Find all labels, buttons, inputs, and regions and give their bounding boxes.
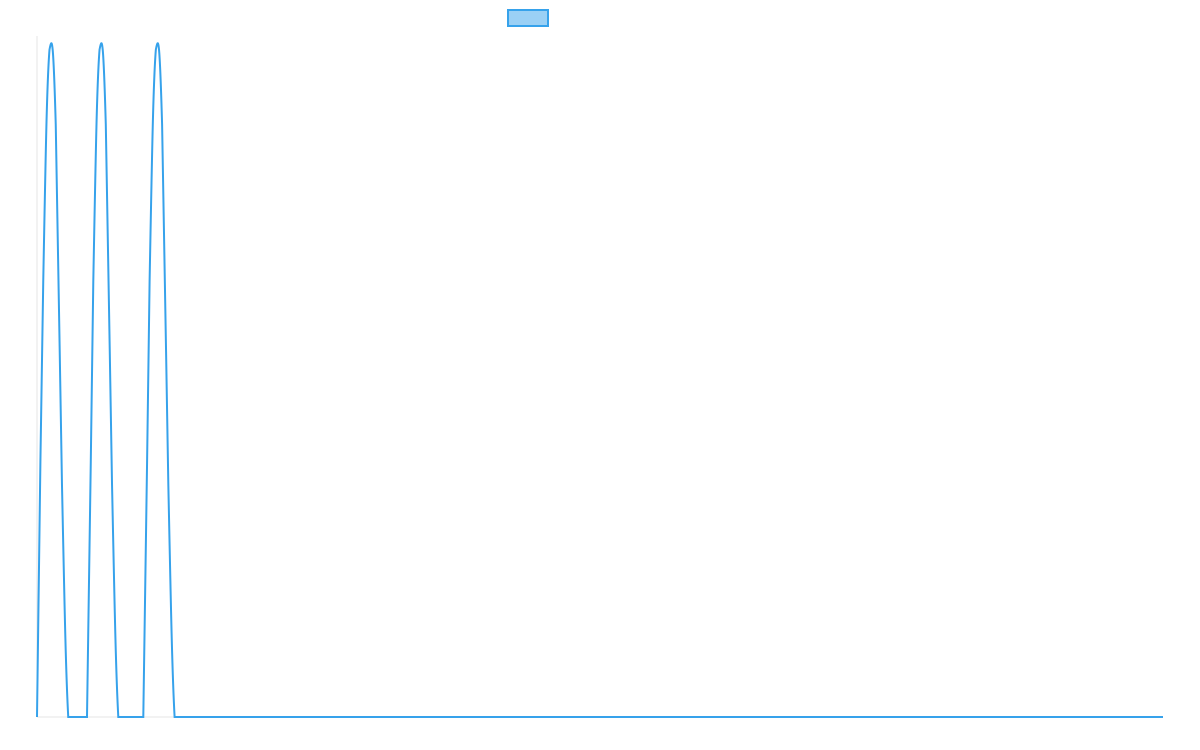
legend-swatch[interactable]	[507, 9, 549, 27]
series-layer	[36, 42, 1163, 719]
series-line-0	[36, 42, 1163, 719]
